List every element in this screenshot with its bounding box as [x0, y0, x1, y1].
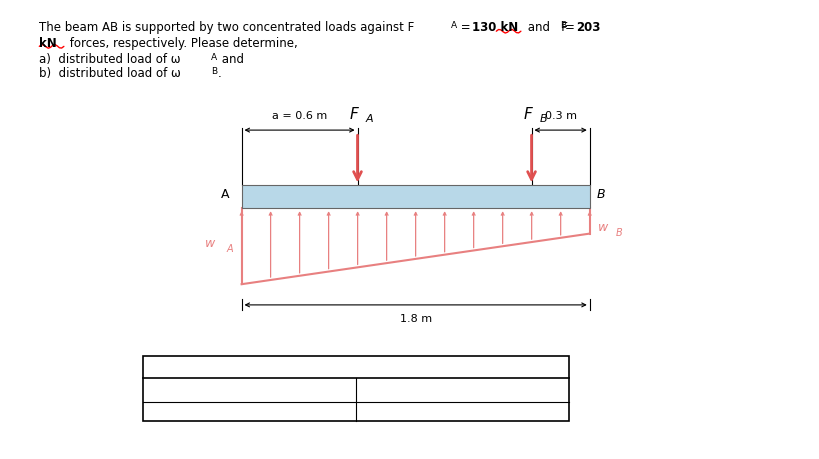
- Text: and   F: and F: [524, 21, 568, 34]
- Text: A: A: [211, 53, 217, 62]
- Text: A: A: [450, 21, 456, 30]
- Text: $\omega_A$($\it{k}$N/ m): $\omega_A$($\it{k}$N/ m): [219, 382, 280, 397]
- Text: and: and: [218, 53, 244, 66]
- Text: .: .: [218, 67, 222, 79]
- Text: w: w: [598, 220, 609, 233]
- Text: F: F: [350, 106, 359, 122]
- Text: F: F: [524, 106, 532, 122]
- Text: A: A: [365, 114, 373, 124]
- Text: A: A: [221, 187, 229, 200]
- Text: 130 kN: 130 kN: [472, 21, 518, 34]
- Text: 203: 203: [576, 21, 600, 34]
- Bar: [242, 186, 590, 209]
- Text: 1.8 m: 1.8 m: [400, 313, 432, 324]
- Text: B: B: [560, 21, 566, 30]
- Text: a)  distributed load of ω: a) distributed load of ω: [39, 53, 181, 66]
- Text: B: B: [616, 227, 622, 237]
- Text: B: B: [539, 114, 547, 124]
- Text: A: A: [227, 243, 233, 253]
- Text: kN: kN: [39, 37, 57, 50]
- Text: a = 0.6 m: a = 0.6 m: [272, 111, 327, 121]
- Text: b)  distributed load of ω: b) distributed load of ω: [39, 67, 181, 79]
- Text: forces, respectively. Please determine,: forces, respectively. Please determine,: [66, 37, 298, 50]
- Text: ANSWERS: ANSWERS: [327, 360, 386, 373]
- Text: $\omega_B$($\it{k}$N/ m): $\omega_B$($\it{k}$N/ m): [432, 382, 493, 397]
- Text: The beam AB is supported by two concentrated loads against F: The beam AB is supported by two concentr…: [39, 21, 414, 34]
- Text: 0.3 m: 0.3 m: [545, 111, 577, 121]
- Text: B: B: [211, 67, 217, 76]
- Text: B: B: [596, 187, 605, 200]
- Text: =: =: [565, 21, 579, 34]
- Text: =: =: [457, 21, 474, 34]
- Bar: [143, 356, 569, 421]
- Text: w: w: [205, 236, 215, 249]
